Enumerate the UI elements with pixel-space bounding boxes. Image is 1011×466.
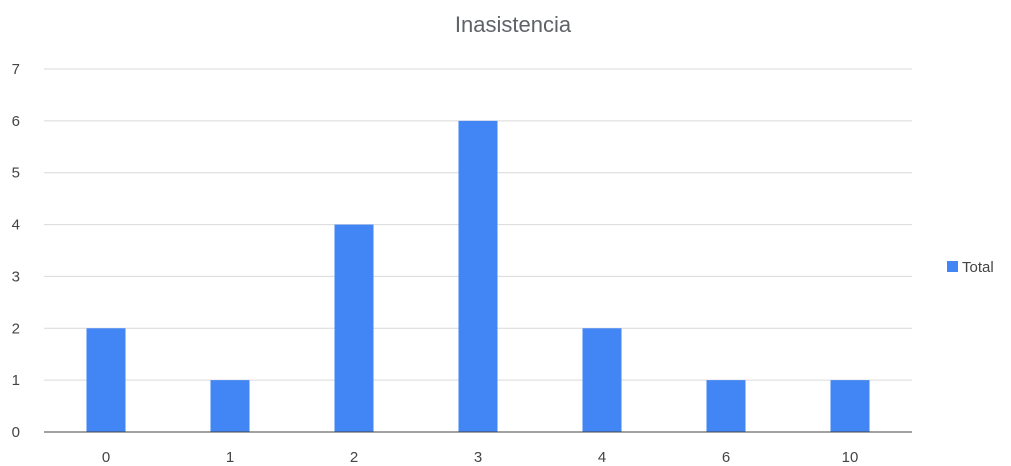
bar-4 <box>582 328 622 432</box>
legend: Total <box>947 259 994 276</box>
legend-swatch-total <box>947 261 958 272</box>
x-tick-label: 6 <box>722 449 730 466</box>
y-tick-label: 4 <box>12 217 20 234</box>
x-tick-label: 1 <box>226 449 234 466</box>
y-tick-label: 6 <box>12 113 20 130</box>
chart-title: Inasistencia <box>455 12 572 37</box>
x-tick-label: 3 <box>474 449 482 466</box>
legend-label-total: Total <box>962 259 994 276</box>
y-tick-label: 2 <box>12 320 20 337</box>
bar-6 <box>706 380 746 432</box>
x-tick-label: 2 <box>350 449 358 466</box>
bar-1 <box>210 380 250 432</box>
y-tick-label: 0 <box>12 424 20 441</box>
x-tick-label: 4 <box>598 449 606 466</box>
y-tick-label: 7 <box>12 61 20 78</box>
bar-0 <box>86 328 126 432</box>
y-tick-label: 1 <box>12 372 20 389</box>
bar-10 <box>830 380 870 432</box>
y-tick-label: 3 <box>12 268 20 285</box>
bar-3 <box>458 120 498 432</box>
bars <box>86 120 870 432</box>
x-axis-ticks: 0 1 2 3 4 6 10 <box>102 449 859 466</box>
y-tick-label: 5 <box>12 165 20 182</box>
bar-2 <box>334 224 374 432</box>
y-axis-ticks: 0 1 2 3 4 5 6 7 <box>12 61 20 441</box>
x-tick-label: 0 <box>102 449 110 466</box>
x-tick-label: 10 <box>842 449 859 466</box>
